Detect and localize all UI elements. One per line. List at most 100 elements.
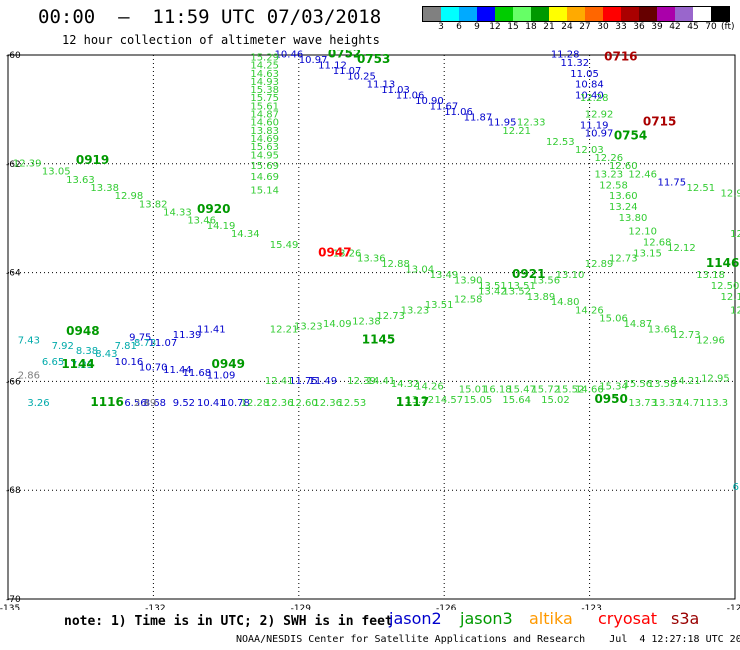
wave-height-value: 12.26 — [594, 153, 623, 164]
color-scale-tick: 27 — [579, 22, 591, 32]
credits-line: NOAA/NESDIS Center for Satellite Applica… — [236, 634, 740, 645]
wave-height-value: 14.26 — [575, 305, 604, 316]
wave-height-value: 11.06 — [396, 91, 425, 102]
wave-height-value: 15.52 — [556, 384, 585, 395]
wave-height-value: 15.34 — [599, 382, 628, 393]
wave-height-value: 13.82 — [139, 199, 168, 210]
wave-height-value: 11.32 — [561, 58, 590, 69]
wave-height-value: 15.72 — [531, 384, 560, 395]
lon-tick-label: -132 — [145, 604, 165, 610]
wave-height-value: 15.05 — [464, 395, 493, 406]
color-swatch — [459, 7, 477, 21]
color-scale-tick: 30 — [597, 22, 609, 32]
wave-height-value: 2.86 — [18, 371, 40, 382]
wave-height-value: 11.03 — [381, 85, 410, 96]
wave-height-value: 12.53 — [338, 398, 367, 409]
wave-height-value: 13.51 — [425, 300, 454, 311]
wave-height-value: 12.58 — [454, 295, 483, 306]
wave-height-value: 14.33 — [163, 207, 192, 218]
pass-time-label: 1144 — [61, 357, 94, 371]
wave-height-value: 6.56 — [124, 398, 146, 409]
wave-height-value: 8.38 — [76, 346, 98, 357]
color-swatch — [675, 7, 693, 21]
wave-height-value: 12.8 — [730, 229, 740, 240]
color-swatch — [621, 7, 639, 21]
wave-height-value: 11.39 — [173, 330, 202, 341]
wave-height-value: 12.89 — [585, 259, 614, 270]
wave-height-value: 14.19 — [207, 221, 236, 232]
wave-height-value: 13.37 — [653, 398, 682, 409]
wave-height-value: 13.89 — [527, 292, 556, 303]
wave-height-value: 13.90 — [454, 275, 483, 286]
pass-time-label: 0949 — [212, 357, 245, 371]
color-scale-tick: 24 — [561, 22, 573, 32]
wave-height-value: 15.56 — [624, 379, 653, 390]
color-scale-tick: 9 — [474, 22, 480, 32]
wave-height-value: 7.81 — [115, 341, 137, 352]
wave-height-value: 6 — [733, 482, 739, 493]
wave-height-value: 8.73 — [134, 338, 156, 349]
wave-height-value: 12.68 — [643, 237, 672, 248]
color-scale-tick: 6 — [456, 22, 462, 32]
wave-height-value: 13.23 — [294, 322, 323, 333]
color-swatch — [693, 7, 711, 21]
wave-height-value: 14.71 — [677, 398, 706, 409]
color-swatch — [423, 7, 441, 21]
wave-height-value: 14.69 — [250, 134, 279, 145]
color-swatch — [567, 7, 585, 21]
color-scale-tick: 39 — [651, 22, 663, 32]
color-swatch — [711, 7, 729, 21]
wave-height-value: 15.06 — [599, 314, 628, 325]
wave-height-value: 12.73 — [672, 330, 701, 341]
color-scale-tick: 70 — [705, 22, 717, 32]
wave-height-value: 12.12 — [667, 243, 696, 254]
lat-tick-label: -66 — [6, 377, 21, 387]
color-scale-unit: (ft) — [721, 22, 735, 32]
wave-height-value: 15.64 — [502, 395, 531, 406]
color-swatch — [549, 7, 567, 21]
color-swatch — [639, 7, 657, 21]
wave-height-value: 14.93 — [250, 77, 279, 88]
wave-height-value: 12.73 — [609, 254, 638, 265]
wave-height-value: 11.05 — [570, 69, 599, 80]
lon-tick-label: -135 — [0, 604, 20, 610]
wave-height-value: 7.23 — [71, 360, 93, 371]
wave-height-value: 12.33 — [517, 118, 546, 129]
wave-height-value: 11.09 — [207, 371, 236, 382]
wave-height-value: 12.36 — [265, 398, 294, 409]
wave-height-value: 13.52 — [502, 286, 531, 297]
wave-height-value: 12.99 — [720, 188, 740, 199]
wave-height-value: 13.36 — [357, 254, 386, 265]
wave-height-value: 12.58 — [599, 180, 628, 191]
wave-height-value: 2.49 — [134, 398, 156, 409]
pass-time-label: 1145 — [362, 332, 395, 346]
color-swatch — [477, 7, 495, 21]
wave-height-value: 13.23 — [401, 305, 430, 316]
wave-height-value: 11.19 — [580, 120, 609, 131]
wave-height-value: 6.65 — [42, 357, 64, 368]
wave-height-value: 11.41 — [197, 324, 226, 335]
lat-tick-label: -64 — [6, 269, 21, 279]
wave-height-value: 12.21 — [502, 126, 531, 137]
wave-height-value: 13.63 — [66, 175, 95, 186]
lon-tick-label: -126 — [436, 604, 457, 610]
wave-height-value: 15.47 — [507, 384, 536, 395]
legend-cryosat: cryosat — [598, 609, 658, 628]
wave-height-value: 7.43 — [18, 335, 40, 346]
wave-height-value: 10.97 — [299, 55, 328, 66]
color-scale-tick: 21 — [543, 22, 555, 32]
wave-height-value: 13.10 — [556, 270, 585, 281]
wave-height-value: 13.83 — [250, 126, 279, 137]
pass-time-label: 0715 — [643, 115, 676, 129]
wave-height-value: 10.16 — [115, 357, 144, 368]
wave-height-value: 14.87 — [624, 319, 653, 330]
wave-height-value: 13.38 — [90, 183, 119, 194]
wave-height-value: 10.90 — [415, 96, 444, 107]
wave-height-value: 15.38 — [250, 85, 279, 96]
page-title: 00:00 – 11:59 UTC 07/03/2018 — [38, 6, 382, 28]
wave-height-value: 12.60 — [609, 161, 638, 172]
wave-height-value: 14.57 — [435, 395, 464, 406]
wave-height-value: 13.15 — [633, 248, 662, 259]
wave-height-value: 12.96 — [696, 335, 725, 346]
wave-height-value: 14.26 — [415, 382, 444, 393]
